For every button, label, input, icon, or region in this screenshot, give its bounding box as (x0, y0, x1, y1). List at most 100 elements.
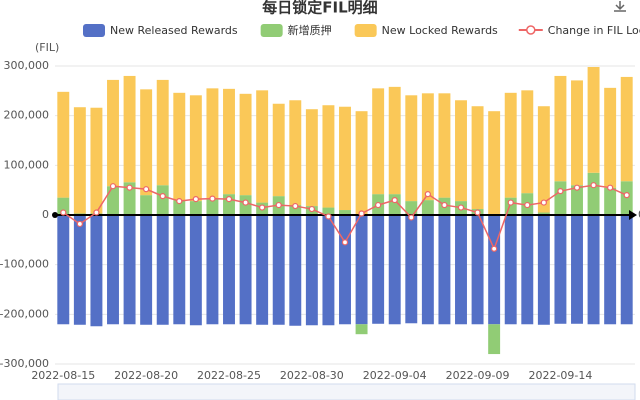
y-tick-label: 0 (42, 208, 49, 221)
bar (471, 215, 484, 325)
line-point (209, 195, 216, 202)
bar (206, 199, 219, 215)
line-point (192, 196, 199, 203)
bar (537, 215, 550, 325)
bar (537, 106, 550, 213)
bar (554, 181, 567, 215)
bar (554, 75, 567, 182)
bar (322, 215, 335, 326)
download-icon[interactable] (614, 1, 626, 12)
bar (405, 95, 418, 202)
line-point (524, 201, 531, 209)
bar (90, 107, 103, 214)
y-unit: (FIL) (35, 41, 59, 54)
bar (140, 215, 153, 325)
line-point (275, 201, 282, 209)
bar (554, 215, 567, 324)
bar (504, 215, 517, 325)
line-point (590, 182, 597, 189)
bar (405, 215, 418, 324)
bar (488, 111, 501, 215)
bar (173, 215, 186, 325)
bar (471, 106, 484, 210)
bar (421, 93, 434, 201)
line-point (474, 209, 481, 216)
chart-title: 每日锁定FIL明细 (262, 0, 377, 17)
bar (488, 215, 501, 325)
legend-marker (526, 25, 536, 35)
zoom-slider[interactable] (57, 383, 636, 400)
bar (239, 215, 252, 325)
x-tick-label: 2022-08-15 (31, 369, 95, 382)
line-point (358, 210, 365, 217)
bar (322, 105, 335, 208)
bar (173, 200, 186, 215)
bar (173, 92, 186, 201)
bar (156, 215, 169, 325)
y-tick-label: -100,000 (0, 258, 49, 271)
bar (256, 215, 269, 325)
bar (421, 200, 434, 215)
x-tick-label: 2022-09-09 (446, 369, 510, 382)
line-point (259, 204, 266, 211)
bar (305, 109, 318, 207)
bar (455, 100, 467, 202)
y-tick-label: 100,000 (4, 158, 50, 171)
line-point (573, 184, 581, 191)
line-point (225, 196, 233, 203)
bar (604, 187, 617, 215)
line-point (325, 213, 332, 220)
x-tick-label: 2022-09-04 (363, 369, 427, 382)
legend-label: New Locked Rewards (382, 24, 498, 37)
y-tick-label: 200,000 (4, 109, 50, 122)
line-point (109, 183, 117, 190)
line-point (375, 201, 382, 209)
bar (305, 215, 318, 326)
bar (488, 324, 501, 355)
bar (239, 93, 252, 196)
bar (421, 215, 434, 325)
bar (388, 86, 401, 195)
bar (604, 215, 617, 325)
legend-swatch (354, 24, 377, 37)
bar (206, 88, 219, 200)
legend-label: Change in FIL Locked (548, 24, 640, 37)
line-point (341, 239, 349, 246)
download-glyph[interactable] (614, 1, 626, 12)
bar (504, 92, 517, 198)
line-point (507, 199, 514, 206)
line-point (143, 186, 150, 193)
line-point (424, 191, 431, 198)
line-point (540, 199, 547, 206)
bar (57, 91, 70, 198)
bar (223, 88, 235, 195)
bar (620, 215, 633, 325)
legend-swatch (260, 24, 283, 37)
legend-label: 新增质押 (288, 23, 332, 37)
line-point (242, 199, 249, 206)
bar (587, 172, 600, 215)
bar (156, 79, 169, 186)
bar (388, 194, 401, 215)
line-point (126, 184, 133, 191)
bar (189, 95, 202, 202)
bar (339, 215, 351, 325)
bar (537, 212, 550, 215)
bar (140, 89, 153, 196)
bar (587, 215, 600, 325)
line-point (159, 193, 166, 200)
bar (339, 106, 351, 211)
bar (438, 93, 451, 198)
bar (388, 215, 401, 325)
bar (189, 201, 202, 215)
line-point (391, 197, 398, 204)
x-tick-label: 2022-08-25 (197, 369, 261, 382)
bar (140, 195, 153, 215)
bar (123, 182, 136, 215)
bar (272, 103, 285, 197)
bar (57, 197, 70, 215)
bar (372, 215, 385, 324)
y-tick-label: -300,000 (0, 357, 49, 370)
line-point (457, 204, 465, 211)
